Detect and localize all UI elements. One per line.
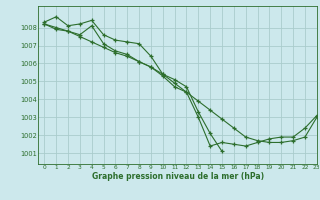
X-axis label: Graphe pression niveau de la mer (hPa): Graphe pression niveau de la mer (hPa) (92, 172, 264, 181)
